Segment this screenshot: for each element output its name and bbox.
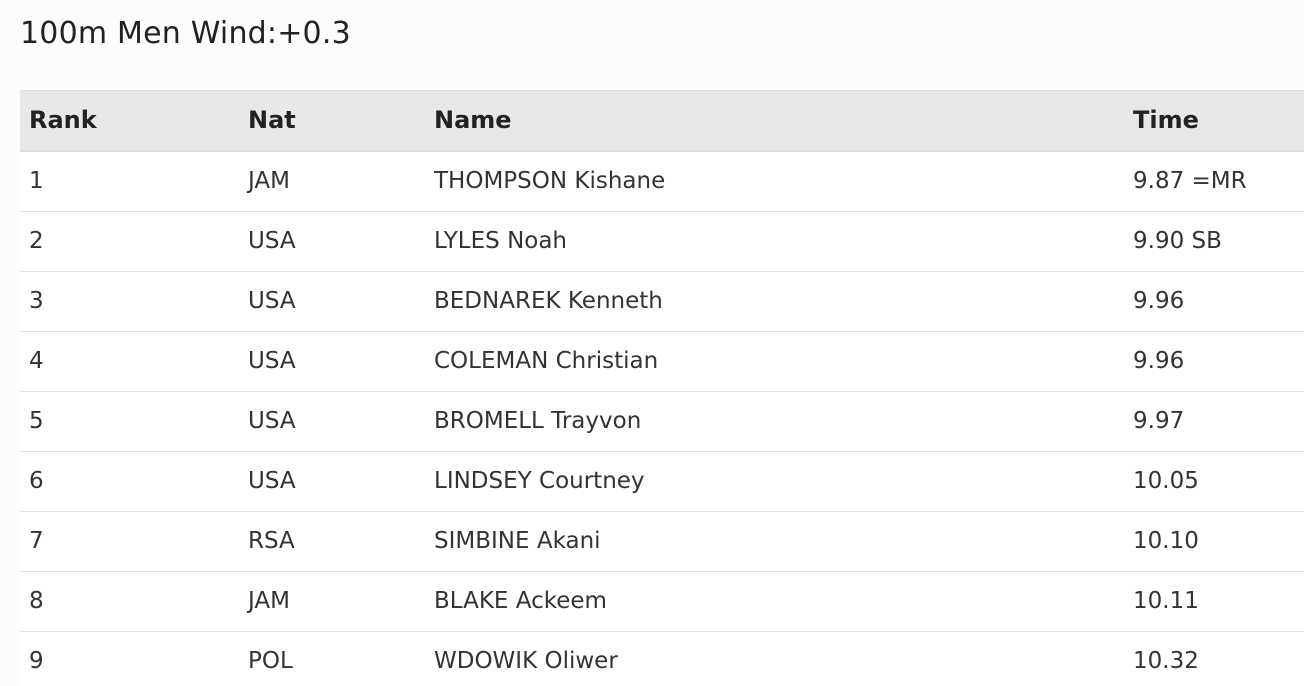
cell-name: WDOWIK Oliwer — [434, 631, 1133, 686]
table-row: 5 USA BROMELL Trayvon 9.97 — [20, 391, 1304, 452]
cell-time: 9.96 — [1133, 271, 1304, 332]
header-row: Rank Nat Name Time — [20, 90, 1304, 152]
cell-time: 10.32 — [1133, 631, 1304, 686]
cell-nat: JAM — [248, 150, 434, 212]
cell-rank: 7 — [20, 511, 248, 572]
cell-rank: 2 — [20, 211, 248, 272]
cell-rank: 9 — [20, 631, 248, 686]
cell-time: 9.90 SB — [1133, 211, 1304, 272]
cell-name: BROMELL Trayvon — [434, 391, 1133, 452]
table-body: 1 JAM THOMPSON Kishane 9.87 =MR 2 USA LY… — [20, 150, 1304, 686]
table-row: 3 USA BEDNAREK Kenneth 9.96 — [20, 271, 1304, 332]
column-header-time: Time — [1133, 90, 1304, 152]
cell-name: SIMBINE Akani — [434, 511, 1133, 572]
column-header-rank: Rank — [20, 90, 248, 152]
cell-name: BEDNAREK Kenneth — [434, 271, 1133, 332]
cell-nat: USA — [248, 331, 434, 392]
table-row: 1 JAM THOMPSON Kishane 9.87 =MR — [20, 150, 1304, 212]
table-header: Rank Nat Name Time — [20, 90, 1304, 152]
cell-rank: 4 — [20, 331, 248, 392]
cell-name: LYLES Noah — [434, 211, 1133, 272]
cell-nat: USA — [248, 271, 434, 332]
cell-name: LINDSEY Courtney — [434, 451, 1133, 512]
table-row: 2 USA LYLES Noah 9.90 SB — [20, 211, 1304, 272]
cell-rank: 8 — [20, 571, 248, 632]
cell-time: 10.05 — [1133, 451, 1304, 512]
table-row: 7 RSA SIMBINE Akani 10.10 — [20, 511, 1304, 572]
cell-time: 10.11 — [1133, 571, 1304, 632]
cell-nat: RSA — [248, 511, 434, 572]
results-table: Rank Nat Name Time 1 JAM THOMPSON Kishan… — [20, 90, 1304, 686]
cell-nat: POL — [248, 631, 434, 686]
table-row: 4 USA COLEMAN Christian 9.96 — [20, 331, 1304, 392]
cell-name: THOMPSON Kishane — [434, 150, 1133, 212]
cell-nat: USA — [248, 211, 434, 272]
cell-nat: JAM — [248, 571, 434, 632]
page-title: 100m Men Wind:+0.3 — [20, 16, 351, 51]
cell-rank: 1 — [20, 150, 248, 212]
cell-rank: 5 — [20, 391, 248, 452]
cell-nat: USA — [248, 391, 434, 452]
cell-rank: 3 — [20, 271, 248, 332]
cell-time: 10.10 — [1133, 511, 1304, 572]
cell-name: COLEMAN Christian — [434, 331, 1133, 392]
cell-time: 9.87 =MR — [1133, 150, 1304, 212]
cell-time: 9.96 — [1133, 331, 1304, 392]
cell-time: 9.97 — [1133, 391, 1304, 452]
cell-rank: 6 — [20, 451, 248, 512]
column-header-nat: Nat — [248, 90, 434, 152]
cell-nat: USA — [248, 451, 434, 512]
table-row: 8 JAM BLAKE Ackeem 10.11 — [20, 571, 1304, 632]
table-row: 9 POL WDOWIK Oliwer 10.32 — [20, 631, 1304, 686]
column-header-name: Name — [434, 90, 1133, 152]
cell-name: BLAKE Ackeem — [434, 571, 1133, 632]
table-row: 6 USA LINDSEY Courtney 10.05 — [20, 451, 1304, 512]
